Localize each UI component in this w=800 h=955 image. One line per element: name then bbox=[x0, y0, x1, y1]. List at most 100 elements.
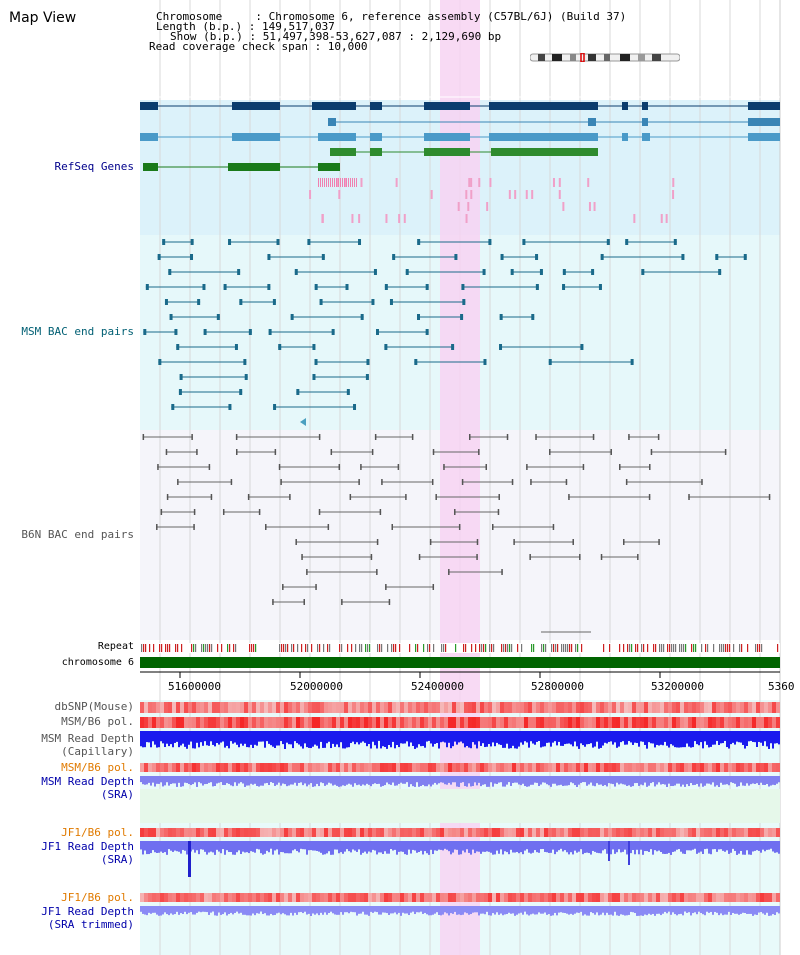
depth-bar bbox=[392, 906, 394, 914]
depth-bar bbox=[334, 776, 336, 785]
depth-bar bbox=[710, 906, 712, 912]
depth-bar bbox=[396, 776, 398, 786]
depth-bar bbox=[444, 841, 446, 849]
depth-bar bbox=[722, 841, 724, 851]
repeat-mark bbox=[757, 644, 759, 652]
depth-bar bbox=[748, 906, 750, 914]
repeat-mark bbox=[399, 644, 401, 652]
label-msm-depth-sra[interactable]: MSM Read Depth bbox=[41, 775, 134, 788]
depth-bar bbox=[508, 906, 510, 913]
heat-cell bbox=[328, 717, 332, 728]
bac-end bbox=[425, 284, 429, 290]
depth-bar bbox=[254, 906, 256, 916]
depth-bar bbox=[378, 906, 380, 915]
depth-bar bbox=[374, 731, 376, 746]
label-repeat[interactable]: Repeat bbox=[97, 641, 134, 652]
depth-bar bbox=[286, 776, 288, 787]
depth-bar bbox=[320, 776, 322, 783]
heat-cell bbox=[688, 763, 692, 772]
label-jf1-depth-sra[interactable]: JF1 Read Depth bbox=[41, 840, 134, 853]
header-length: Length (b.p.) : 149,517,037 bbox=[156, 20, 335, 33]
depth-bar bbox=[206, 906, 208, 913]
repeat-mark bbox=[707, 644, 709, 652]
heat-cell bbox=[704, 893, 708, 902]
label-msm-depth-cap[interactable]: MSM Read Depth bbox=[41, 732, 134, 745]
depth-bar bbox=[148, 906, 150, 913]
heat-cell bbox=[364, 763, 368, 772]
chromosome-ideogram[interactable] bbox=[530, 53, 680, 62]
label-dbsnp[interactable]: dbSNP(Mouse) bbox=[54, 700, 134, 713]
label-jf1-b6-pol[interactable]: JF1/B6 pol. bbox=[61, 826, 134, 839]
depth-bar bbox=[192, 841, 194, 850]
gene-exon bbox=[424, 148, 470, 156]
chromosome-bar[interactable] bbox=[140, 657, 780, 668]
depth-bar bbox=[732, 906, 734, 913]
depth-bar bbox=[432, 776, 434, 785]
msm-bac-pairs[interactable] bbox=[143, 239, 747, 426]
label-msm-depth-sra-sub: (SRA) bbox=[100, 788, 134, 801]
label-refseq[interactable]: RefSeq Genes bbox=[54, 160, 134, 173]
depth-bar bbox=[564, 776, 566, 786]
depth-bar bbox=[144, 906, 146, 915]
depth-bar bbox=[422, 731, 424, 746]
depth-bar bbox=[418, 841, 420, 852]
depth-bar bbox=[200, 841, 202, 850]
heat-cell bbox=[628, 828, 632, 837]
heat-cell bbox=[444, 893, 448, 902]
heat-cell bbox=[344, 763, 348, 772]
depth-bar bbox=[352, 841, 354, 850]
depth-bar bbox=[528, 906, 530, 916]
depth-bar bbox=[156, 731, 158, 748]
refseq-genes[interactable] bbox=[140, 102, 780, 223]
depth-bar bbox=[644, 906, 646, 915]
heat-cell bbox=[308, 828, 312, 837]
repeat-mark bbox=[285, 644, 287, 652]
depth-bar bbox=[640, 776, 642, 785]
depth-bar bbox=[460, 841, 462, 855]
depth-bar bbox=[666, 841, 668, 854]
bac-end bbox=[197, 299, 201, 305]
label-msm-b6-pol-2[interactable]: MSM/B6 pol. bbox=[61, 761, 134, 774]
depth-bar bbox=[776, 731, 778, 744]
depth-bar bbox=[224, 906, 226, 913]
heat-cell bbox=[756, 717, 760, 728]
heat-cell bbox=[536, 717, 540, 728]
depth-bar bbox=[674, 841, 676, 852]
gene-exon bbox=[318, 163, 340, 171]
label-b6n-bac[interactable]: B6N BAC end pairs bbox=[21, 528, 134, 541]
depth-bar bbox=[554, 841, 556, 855]
label-msm-bac[interactable]: MSM BAC end pairs bbox=[21, 325, 134, 338]
depth-bar bbox=[362, 906, 364, 912]
label-msm-b6-pol[interactable]: MSM/B6 pol. bbox=[61, 715, 134, 728]
heat-cell bbox=[348, 828, 352, 837]
depth-bar bbox=[468, 841, 470, 853]
heat-cell bbox=[556, 763, 560, 772]
depth-bar bbox=[528, 841, 530, 853]
depth-bar bbox=[262, 776, 264, 786]
depth-bar bbox=[510, 906, 512, 914]
heat-cell bbox=[452, 717, 456, 728]
heat-cell bbox=[408, 828, 412, 837]
depth-bar bbox=[430, 731, 432, 744]
depth-bar bbox=[298, 906, 300, 913]
depth-bar bbox=[604, 906, 606, 916]
label-chromosome[interactable]: chromosome 6 bbox=[61, 657, 134, 668]
repeat-mark bbox=[755, 644, 757, 652]
label-jf1-b6-pol-2[interactable]: JF1/B6 pol. bbox=[61, 891, 134, 904]
heat-cell bbox=[260, 717, 264, 728]
depth-bar bbox=[474, 731, 476, 745]
depth-bar bbox=[456, 906, 458, 915]
heat-cell bbox=[772, 717, 776, 728]
bac-end bbox=[358, 239, 362, 245]
depth-bar bbox=[328, 906, 330, 914]
heat-cell bbox=[332, 717, 336, 728]
heat-cell bbox=[752, 828, 756, 837]
depth-bar bbox=[212, 906, 214, 912]
b6n-bac-pairs[interactable] bbox=[142, 434, 771, 633]
label-jf1-depth-trim[interactable]: JF1 Read Depth bbox=[41, 905, 134, 918]
depth-bar bbox=[180, 776, 182, 787]
depth-bar bbox=[158, 731, 160, 748]
depth-bar bbox=[220, 731, 222, 743]
heat-cell bbox=[192, 828, 196, 837]
